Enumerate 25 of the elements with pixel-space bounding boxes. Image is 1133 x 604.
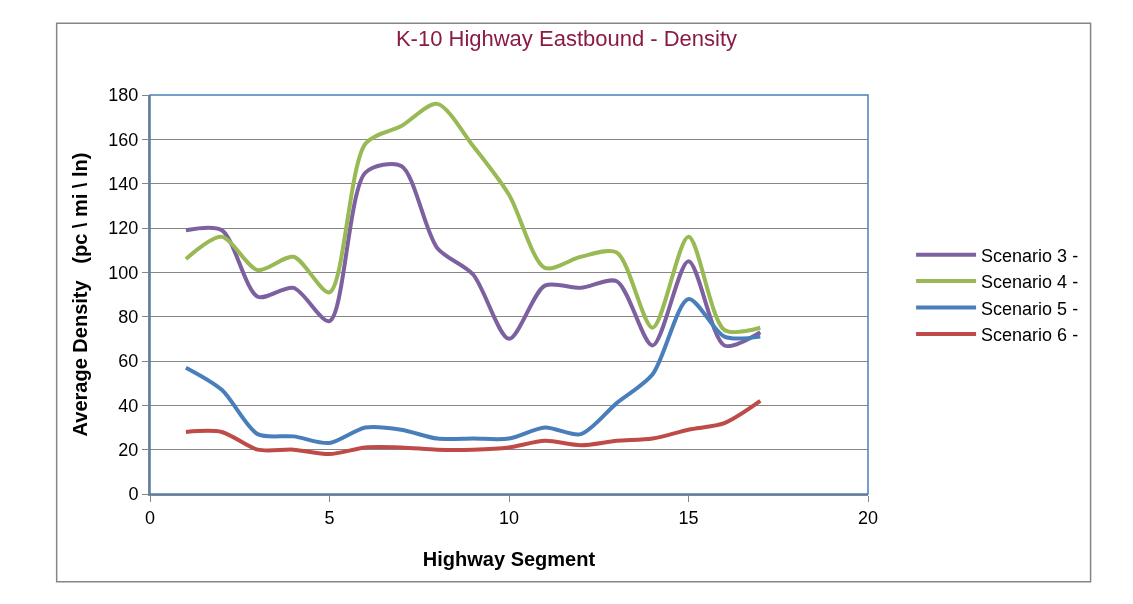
y-axis-title: Average Density (pc \ mi \ ln) <box>69 152 92 437</box>
y-tick-label: 140 <box>108 173 139 194</box>
y-tick-label: 40 <box>118 395 139 416</box>
y-tick-label: 120 <box>108 218 139 239</box>
legend-label: Scenario 3 - <box>981 245 1079 266</box>
y-tick-label: 180 <box>108 85 139 106</box>
y-tick-label: 100 <box>108 262 139 283</box>
y-tick-label: 60 <box>118 351 139 372</box>
legend-label: Scenario 4 - <box>981 272 1079 293</box>
y-tick-label: 80 <box>118 306 139 327</box>
y-tick-label: 0 <box>128 484 139 505</box>
line-series <box>183 296 763 446</box>
x-tick-label: 10 <box>498 507 520 528</box>
line-series <box>183 398 763 457</box>
x-tick-label: 0 <box>144 507 156 528</box>
x-tick-label: 20 <box>857 507 879 528</box>
x-tick-label: 5 <box>324 507 335 528</box>
chart-title: K-10 Highway Eastbound - Density <box>395 25 738 51</box>
y-tick-label: 20 <box>118 439 139 460</box>
y-tick-label: 160 <box>108 129 139 150</box>
x-tick-label: 15 <box>678 507 699 528</box>
line-series <box>183 162 763 348</box>
x-axis-title: Highway Segment <box>422 547 596 570</box>
legend-label: Scenario 5 - <box>981 298 1079 319</box>
legend-label: Scenario 6 - <box>981 324 1079 345</box>
